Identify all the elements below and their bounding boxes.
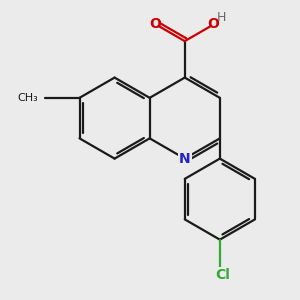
Text: O: O	[149, 17, 161, 31]
Text: CH₃: CH₃	[17, 93, 38, 103]
Text: N: N	[179, 152, 190, 166]
Text: Cl: Cl	[215, 268, 230, 282]
Text: H: H	[217, 11, 226, 24]
Text: O: O	[208, 17, 219, 31]
